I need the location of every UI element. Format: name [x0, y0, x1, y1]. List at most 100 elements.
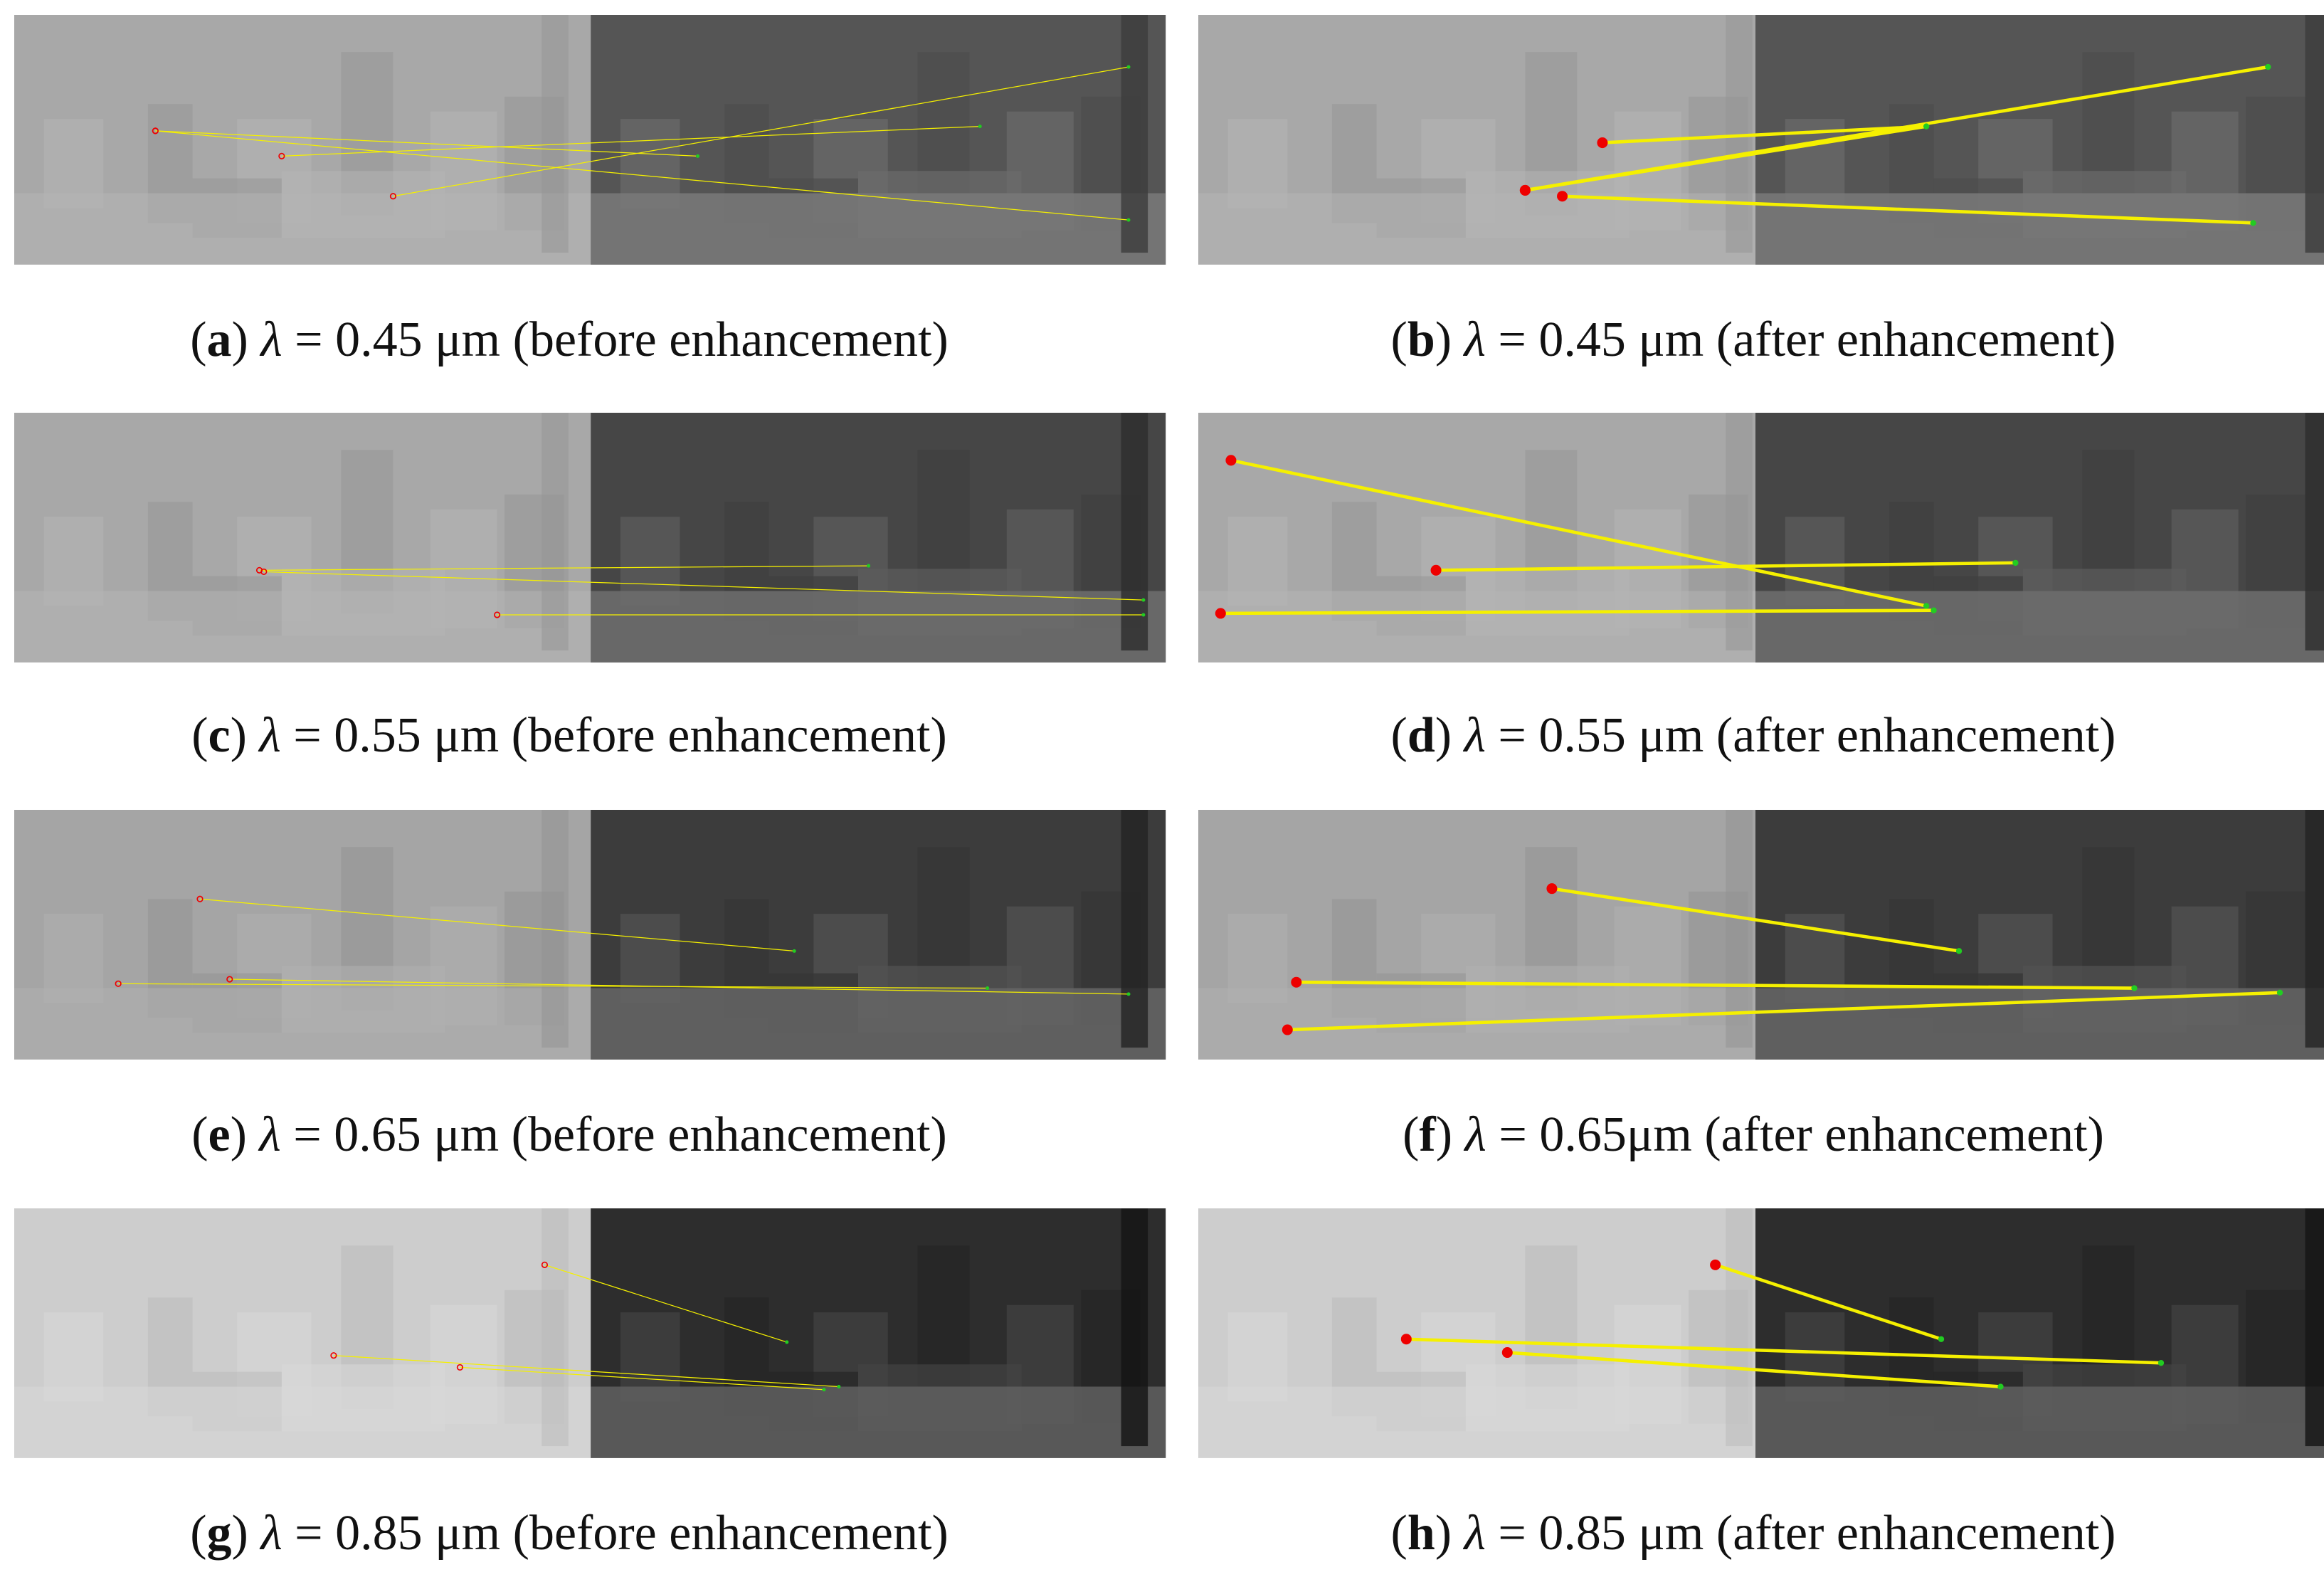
tower [2305, 1208, 2324, 1447]
keypoint-left [226, 976, 233, 983]
match-line [1562, 194, 2254, 225]
match-line [155, 130, 1129, 221]
keypoint-right [1923, 603, 1930, 609]
building [1755, 1386, 2324, 1458]
building [620, 119, 680, 209]
keypoint-left [1546, 883, 1558, 895]
caption-letter: e [208, 1107, 231, 1162]
match-line [1406, 1337, 2162, 1365]
keypoint-right [1126, 218, 1131, 222]
match-line [199, 898, 795, 951]
keypoint-left [152, 127, 159, 135]
tower [1121, 413, 1148, 651]
tower [542, 1208, 569, 1447]
keypoint-left [278, 152, 285, 159]
caption-text: = 0.45 μm (before enhancement) [282, 312, 949, 367]
keypoint-right [2157, 1359, 2165, 1366]
match-line [263, 571, 1143, 601]
caption-letter: b [1407, 312, 1435, 367]
caption-gap [1452, 1506, 1464, 1561]
keypoint-left [115, 980, 122, 987]
tower [2305, 810, 2324, 1048]
tower [1726, 810, 1753, 1048]
tower [1726, 1208, 1753, 1447]
image-panel [14, 1208, 1166, 1458]
tower [542, 15, 569, 253]
building [591, 1386, 1166, 1458]
match-line [1714, 1263, 1942, 1341]
match-line [544, 1264, 787, 1343]
caption-symbol: λ [258, 708, 280, 763]
caption-symbol: λ [1463, 708, 1486, 763]
tower [1121, 1208, 1148, 1447]
caption-letter: a [207, 312, 232, 367]
caption-symbol: λ [259, 312, 282, 367]
match-line [1602, 125, 1927, 144]
keypoint-left [260, 568, 268, 576]
caption-symbol: λ [258, 1107, 280, 1162]
caption-gap [248, 1506, 261, 1561]
keypoint-right [1923, 123, 1930, 130]
caption-close: ) [231, 708, 247, 763]
caption-text: = 0.85 μm (before enhancement) [282, 1506, 949, 1561]
keypoint-right [2276, 989, 2283, 996]
caption-symbol: λ [1463, 312, 1486, 367]
caption-letter: h [1407, 1506, 1435, 1561]
image-panel [14, 15, 1166, 265]
caption-text: = 0.65μm (after enhancement) [1486, 1107, 2104, 1162]
caption-open: ( [1391, 312, 1407, 367]
building [1755, 988, 2324, 1060]
match-line [1524, 125, 1927, 192]
caption-gap [1452, 708, 1464, 763]
caption-symbol: λ [1464, 1107, 1486, 1162]
match-line [155, 130, 698, 157]
caption-letter: f [1419, 1107, 1436, 1162]
match-line [1551, 887, 1960, 953]
caption-open: ( [1391, 1506, 1407, 1561]
keypoint-left [1710, 1259, 1721, 1270]
caption-open: ( [1403, 1107, 1419, 1162]
image-panel [14, 810, 1166, 1060]
match-line [460, 1366, 824, 1391]
caption-close: ) [1435, 1506, 1452, 1561]
keypoint-right [2250, 220, 2256, 226]
keypoint-left [1282, 1024, 1293, 1035]
caption-gap [1452, 312, 1464, 367]
keypoint-right [2265, 63, 2271, 70]
tower [1121, 15, 1148, 253]
keypoint-left [1215, 608, 1226, 619]
caption: (g) λ = 0.85 μm (before enhancement) [190, 1506, 949, 1561]
tower [542, 413, 569, 651]
image-panel [1198, 413, 2324, 663]
caption-gap [248, 312, 261, 367]
keypoint-right [1126, 992, 1131, 996]
keypoint-left [1597, 137, 1608, 149]
caption-gap [247, 708, 260, 763]
keypoint-right [1997, 1383, 2004, 1390]
tower [1726, 413, 1753, 651]
caption-open: ( [1391, 708, 1407, 763]
keypoint-left [330, 1352, 337, 1359]
caption-letter: c [208, 708, 231, 763]
caption-close: ) [232, 1506, 248, 1561]
match-line [1436, 561, 2016, 572]
keypoint-right [2012, 559, 2019, 566]
match-line [118, 983, 988, 989]
match-line [1220, 608, 1934, 616]
keypoint-right [837, 1385, 841, 1389]
tower [2305, 15, 2324, 253]
building [43, 119, 104, 209]
caption-text: = 0.45 μm (after enhancement) [1486, 312, 2116, 367]
building [1227, 119, 1288, 209]
caption: (f) λ = 0.65μm (after enhancement) [1403, 1107, 2104, 1162]
keypoint-left [389, 193, 397, 200]
match-line [259, 565, 869, 571]
keypoint-right [792, 949, 796, 953]
building [1755, 591, 2324, 663]
caption-text: = 0.55 μm (after enhancement) [1486, 708, 2116, 763]
keypoint-left [1519, 184, 1531, 196]
match-line [393, 66, 1129, 197]
caption-open: ( [190, 1506, 206, 1561]
caption-gap [247, 1107, 260, 1162]
